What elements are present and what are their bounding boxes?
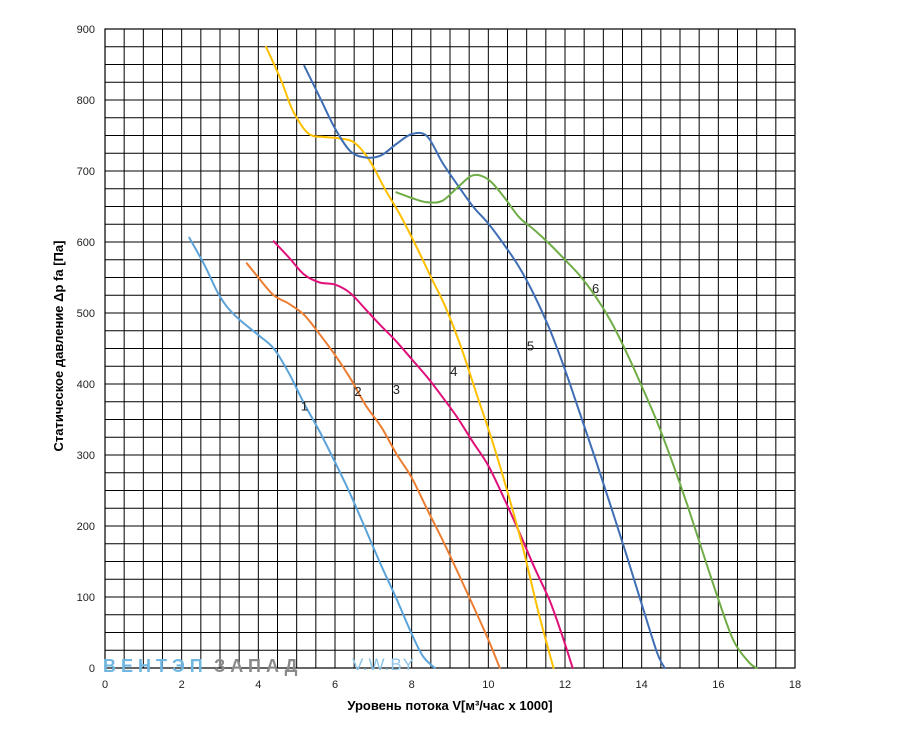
series-label-6: 6 (592, 281, 599, 296)
series-label-4: 4 (450, 364, 457, 379)
x-tick-label: 18 (789, 679, 801, 691)
x-tick-label: 0 (102, 679, 108, 691)
watermark-part1: ВЕНТЭП (103, 656, 208, 676)
y-tick-label: 900 (77, 24, 95, 36)
major-grid (104, 28, 796, 669)
series-labels: 1 2 3 4 5 6 (301, 281, 600, 413)
x-tick-label: 8 (409, 679, 415, 691)
y-tick-label: 400 (77, 379, 95, 391)
x-tick-label: 2 (179, 679, 185, 691)
series-line-1 (188, 236, 436, 669)
x-tick-label: 14 (636, 679, 648, 691)
series-line-5 (303, 64, 666, 669)
x-tick-label: 16 (712, 679, 724, 691)
x-tick-label: 10 (482, 679, 494, 691)
x-tick-label: 6 (332, 679, 338, 691)
series-line-2 (245, 262, 501, 669)
series-label-2: 2 (354, 384, 361, 399)
x-tick-label: 12 (559, 679, 571, 691)
x-tick-label: 4 (255, 679, 261, 691)
series-label-3: 3 (393, 382, 400, 397)
y-tick-label: 0 (89, 663, 95, 675)
series-line-4 (265, 45, 555, 669)
series-lines (188, 45, 758, 669)
y-tick-label: 800 (77, 95, 95, 107)
plot-border (104, 28, 796, 669)
y-tick-label: 700 (77, 166, 95, 178)
y-tick-label: 200 (77, 521, 95, 533)
watermark: ВЕНТЭП ЗАПАД V.W.BY (103, 655, 415, 676)
x-tick-labels: 0 2 4 6 8 10 12 14 16 18 (102, 679, 801, 691)
minor-grid (104, 28, 796, 669)
series-line-6 (395, 173, 758, 669)
y-tick-labels: 0 100 200 300 400 500 600 700 800 900 (77, 24, 95, 675)
y-tick-label: 600 (77, 237, 95, 249)
y-tick-label: 500 (77, 308, 95, 320)
x-axis-title: Уровень потока V[м³/час х 1000] (347, 698, 552, 713)
series-label-1: 1 (301, 398, 308, 413)
y-tick-label: 100 (77, 592, 95, 604)
watermark-part3: V.W.BY (352, 655, 415, 674)
y-axis-title: Статическое давление Δp fa [Па] (51, 241, 66, 452)
series-line-3 (272, 240, 574, 669)
watermark-part2: ЗАПАД (214, 656, 302, 676)
y-tick-label: 300 (77, 450, 95, 462)
series-label-5: 5 (527, 339, 534, 354)
